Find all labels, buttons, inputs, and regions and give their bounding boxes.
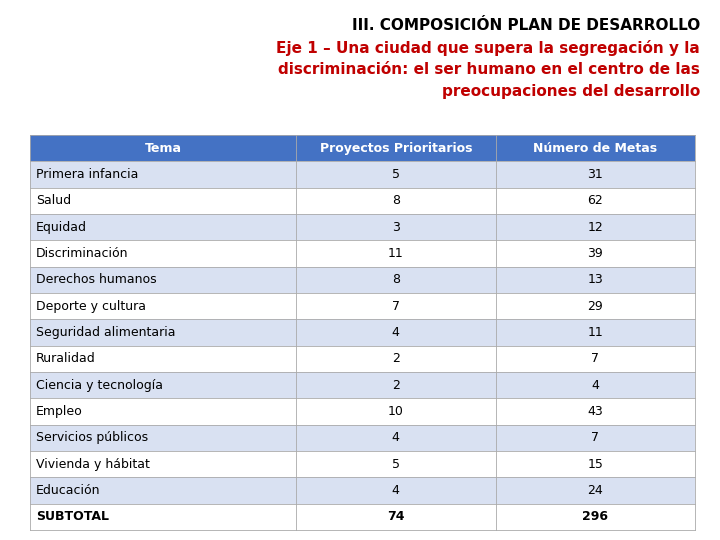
Text: 39: 39 (588, 247, 603, 260)
Text: Ciencia y tecnología: Ciencia y tecnología (36, 379, 163, 392)
Text: Eje 1 – Una ciudad que supera la segregación y la: Eje 1 – Una ciudad que supera la segrega… (276, 40, 700, 56)
Text: preocupaciones del desarrollo: preocupaciones del desarrollo (442, 84, 700, 99)
Text: Proyectos Prioritarios: Proyectos Prioritarios (320, 141, 472, 154)
Text: 74: 74 (387, 510, 405, 523)
Text: Seguridad alimentaria: Seguridad alimentaria (36, 326, 176, 339)
Text: 8: 8 (392, 273, 400, 286)
Text: 7: 7 (591, 431, 599, 444)
Text: 7: 7 (392, 300, 400, 313)
Text: 4: 4 (392, 326, 400, 339)
Text: 24: 24 (588, 484, 603, 497)
Text: Número de Metas: Número de Metas (534, 141, 657, 154)
Text: Derechos humanos: Derechos humanos (36, 273, 157, 286)
Text: 4: 4 (591, 379, 599, 392)
Text: Vivienda y hábitat: Vivienda y hábitat (36, 458, 150, 471)
Text: 8: 8 (392, 194, 400, 207)
Text: 62: 62 (588, 194, 603, 207)
Text: Discriminación: Discriminación (36, 247, 128, 260)
Text: 12: 12 (588, 221, 603, 234)
Text: 2: 2 (392, 352, 400, 366)
Text: SUBTOTAL: SUBTOTAL (36, 510, 109, 523)
Text: 43: 43 (588, 405, 603, 418)
Text: 10: 10 (388, 405, 404, 418)
Text: Tema: Tema (145, 141, 181, 154)
Text: discriminación: el ser humano en el centro de las: discriminación: el ser humano en el cent… (278, 62, 700, 77)
Text: 7: 7 (591, 352, 599, 366)
Text: Salud: Salud (36, 194, 71, 207)
Text: Primera infancia: Primera infancia (36, 168, 138, 181)
Text: Equidad: Equidad (36, 221, 87, 234)
Text: 2: 2 (392, 379, 400, 392)
Text: 11: 11 (388, 247, 404, 260)
Text: Servicios públicos: Servicios públicos (36, 431, 148, 444)
Text: Educación: Educación (36, 484, 101, 497)
Text: Deporte y cultura: Deporte y cultura (36, 300, 146, 313)
Text: 13: 13 (588, 273, 603, 286)
Text: 3: 3 (392, 221, 400, 234)
Text: 11: 11 (588, 326, 603, 339)
Text: 4: 4 (392, 484, 400, 497)
Text: III. COMPOSICIÓN PLAN DE DESARROLLO: III. COMPOSICIÓN PLAN DE DESARROLLO (352, 18, 700, 33)
Text: 31: 31 (588, 168, 603, 181)
Text: 296: 296 (582, 510, 608, 523)
Text: 5: 5 (392, 458, 400, 471)
Text: 15: 15 (588, 458, 603, 471)
Text: Ruralidad: Ruralidad (36, 352, 96, 366)
Text: Empleo: Empleo (36, 405, 83, 418)
Text: 5: 5 (392, 168, 400, 181)
Text: 29: 29 (588, 300, 603, 313)
Text: 4: 4 (392, 431, 400, 444)
